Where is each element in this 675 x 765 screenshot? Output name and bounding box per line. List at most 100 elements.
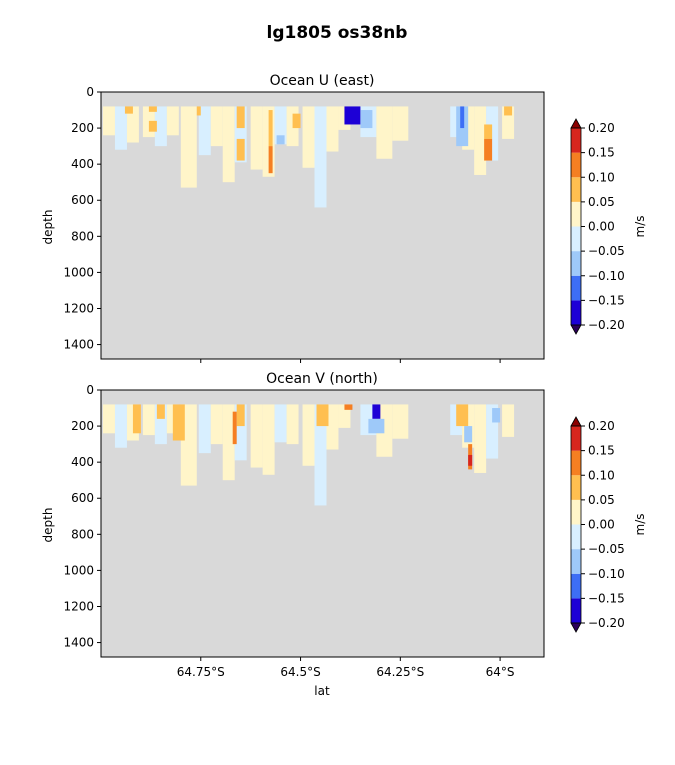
colorbar-label: m/s bbox=[633, 216, 647, 238]
profile-column bbox=[474, 404, 487, 473]
y-tick-label: 1000 bbox=[63, 563, 94, 577]
anomaly-patch bbox=[460, 106, 465, 129]
anomaly-patch bbox=[492, 408, 501, 423]
anomaly-patch bbox=[124, 106, 133, 114]
panel-title: Ocean V (north) bbox=[266, 371, 378, 387]
y-tick-label: 600 bbox=[71, 193, 94, 207]
colorbar-tick-label: 0.15 bbox=[588, 444, 615, 458]
x-axis: 64.75°S 64.5°S 64.25°S 64°S bbox=[177, 657, 515, 679]
y-tick-label: 800 bbox=[71, 527, 94, 541]
colorbar-segment bbox=[571, 499, 581, 525]
y-tick-label: 1400 bbox=[63, 636, 94, 650]
profile-column bbox=[102, 404, 115, 434]
anomaly-patch bbox=[344, 404, 353, 410]
profile-column bbox=[262, 404, 275, 475]
x-tick-label: 64°S bbox=[486, 665, 515, 679]
plot-frame bbox=[100, 91, 545, 360]
anomaly-patch bbox=[172, 404, 185, 441]
profile-column bbox=[392, 404, 409, 439]
anomaly-patch bbox=[360, 110, 373, 129]
profile-column bbox=[222, 404, 235, 481]
colorbar-tick-label: −0.15 bbox=[588, 293, 625, 307]
profile-column bbox=[180, 106, 197, 188]
anomaly-patch bbox=[484, 124, 493, 139]
y-axis-label: depth bbox=[41, 508, 55, 543]
y-axis: 0 200 400 600 800 1000 1200 1400 bbox=[63, 383, 101, 650]
anomaly-patch bbox=[196, 106, 201, 116]
colorbar-segment bbox=[571, 226, 581, 252]
plot-frame bbox=[100, 389, 545, 658]
profile-column bbox=[376, 106, 393, 159]
profile-column bbox=[102, 106, 115, 136]
anomaly-patch bbox=[504, 106, 513, 116]
profile-column bbox=[302, 106, 315, 168]
anomaly-patch bbox=[368, 418, 385, 434]
colorbar-segment bbox=[571, 524, 581, 550]
colorbar-tick-label: 0.05 bbox=[588, 195, 615, 209]
profile-column bbox=[114, 404, 127, 448]
anomaly-patch bbox=[316, 404, 329, 427]
profile-column bbox=[250, 106, 263, 170]
anomaly-patch bbox=[236, 106, 245, 129]
profile-column bbox=[338, 404, 351, 428]
colorbar-tick-label: 0.10 bbox=[588, 468, 615, 482]
profile-column bbox=[166, 404, 179, 434]
anomaly-patch bbox=[464, 426, 473, 443]
anomaly-patch bbox=[484, 138, 493, 161]
profile-column bbox=[154, 404, 167, 445]
colorbar-extend-max bbox=[570, 416, 582, 427]
profile-column bbox=[326, 106, 339, 152]
colorbar-segment bbox=[571, 450, 581, 476]
colorbar-tick-label: 0.20 bbox=[588, 419, 615, 433]
anomaly-patch bbox=[148, 120, 157, 132]
profile-column bbox=[502, 106, 515, 139]
colorbar-segment bbox=[571, 475, 581, 500]
colorbar: −0.20 −0.15 −0.10 −0.05 0.00 0.05 0.10 0.15 0.20… bbox=[570, 118, 647, 335]
anomaly-patch bbox=[156, 404, 165, 419]
colorbar-tick-label: −0.05 bbox=[588, 542, 625, 556]
profile-column bbox=[274, 404, 287, 443]
anomaly-patch bbox=[236, 404, 245, 427]
anomaly-patch bbox=[468, 454, 473, 466]
colorbar-segment bbox=[571, 128, 581, 153]
colorbar-segment bbox=[571, 598, 581, 623]
profile-column bbox=[154, 106, 167, 147]
colorbar-label: m/s bbox=[633, 514, 647, 536]
profile-column bbox=[286, 404, 299, 445]
colorbar-segment bbox=[571, 177, 581, 202]
profile-column bbox=[450, 106, 463, 138]
x-axis bbox=[200, 359, 501, 363]
colorbar-segment bbox=[571, 152, 581, 178]
profile-column bbox=[234, 106, 247, 163]
profile-column bbox=[486, 404, 499, 459]
y-axis: 0 200 400 600 800 1000 1200 1400 bbox=[63, 85, 101, 352]
colorbar: −0.20 −0.15 −0.10 −0.05 0.00 0.05 0.10 0.15 0.20… bbox=[570, 416, 647, 633]
colorbar-tick-label: 0.15 bbox=[588, 146, 615, 160]
y-tick-label: 0 bbox=[86, 85, 94, 99]
panel-ocean-v: Ocean V (north) 0 200 400 600 800 1000 1200 140… bbox=[41, 371, 647, 698]
y-axis-label: depth bbox=[41, 210, 55, 245]
panel-title: Ocean U (east) bbox=[270, 73, 375, 89]
profile-column bbox=[142, 404, 155, 436]
colorbar-tick-label: 0.05 bbox=[588, 493, 615, 507]
y-tick-label: 600 bbox=[71, 491, 94, 505]
anomaly-patch bbox=[132, 404, 141, 434]
colorbar-tick-label: −0.20 bbox=[588, 616, 625, 630]
y-tick-label: 0 bbox=[86, 383, 94, 397]
profile-column bbox=[274, 106, 287, 145]
profile-column bbox=[198, 106, 211, 156]
x-tick-label: 64.25°S bbox=[376, 665, 424, 679]
anomaly-patch bbox=[236, 138, 245, 161]
profile-column bbox=[166, 106, 179, 136]
profile-column bbox=[210, 404, 223, 445]
anomaly-patch bbox=[344, 106, 361, 125]
anomaly-patch bbox=[292, 113, 301, 129]
profile-column bbox=[314, 106, 327, 208]
colorbar-extend-min bbox=[570, 324, 582, 335]
colorbar-segment bbox=[571, 300, 581, 325]
colorbar-tick-label: −0.05 bbox=[588, 244, 625, 258]
colorbar-segment bbox=[571, 426, 581, 451]
colorbar-tick-label: −0.15 bbox=[588, 591, 625, 605]
y-tick-label: 1200 bbox=[63, 301, 94, 315]
